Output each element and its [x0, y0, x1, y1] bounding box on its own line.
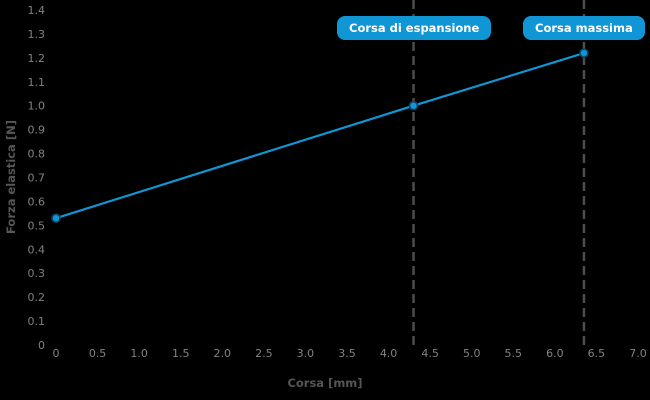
data-point-marker — [579, 48, 589, 58]
x-tick-label: 7.0 — [629, 347, 647, 360]
x-tick-label: 6.5 — [588, 347, 606, 360]
x-tick-label: 0.5 — [89, 347, 107, 360]
y-tick-label: 1.3 — [28, 28, 46, 41]
annotation-badge-corsa-massima: Corsa massima — [523, 16, 645, 40]
x-tick-label: 3.5 — [338, 347, 356, 360]
y-tick-label: 0.7 — [28, 172, 46, 185]
x-tick-label: 4.0 — [380, 347, 398, 360]
x-tick-label: 5.0 — [463, 347, 481, 360]
y-tick-label: 0.1 — [28, 315, 46, 328]
x-tick-label: 3.0 — [297, 347, 315, 360]
series-line-forza-elastica — [54, 51, 586, 220]
y-tick-label: 1.4 — [28, 4, 46, 17]
data-point-marker — [51, 213, 61, 223]
y-tick-label: 0.2 — [28, 291, 46, 304]
y-tick-label: 0.3 — [28, 267, 46, 280]
y-tick-label: 0.6 — [28, 195, 46, 208]
y-axis-title: Forza elastica [N] — [4, 120, 18, 234]
x-tick-label: 2.0 — [214, 347, 232, 360]
x-tick-label: 1.0 — [130, 347, 148, 360]
x-tick-label: 0 — [53, 347, 60, 360]
annotation-badge-corsa-di-espansione: Corsa di espansione — [337, 16, 492, 40]
y-tick-label: 0.4 — [28, 243, 46, 256]
y-tick-label: 1.1 — [28, 76, 46, 89]
y-tick-label: 0 — [38, 339, 45, 352]
y-tick-label: 0.8 — [28, 148, 46, 161]
x-tick-label: 1.5 — [172, 347, 190, 360]
data-point-marker — [408, 100, 419, 111]
x-tick-label: 5.5 — [505, 347, 523, 360]
y-tick-label: 0.5 — [28, 219, 46, 232]
y-tick-label: 1.0 — [28, 100, 46, 113]
x-tick-label: 6.0 — [546, 347, 564, 360]
x-tick-label: 2.5 — [255, 347, 273, 360]
y-tick-label: 0.9 — [28, 124, 46, 137]
y-tick-label: 1.2 — [28, 52, 46, 65]
x-axis-title: Corsa [mm] — [287, 376, 363, 390]
x-tick-label: 4.5 — [421, 347, 439, 360]
